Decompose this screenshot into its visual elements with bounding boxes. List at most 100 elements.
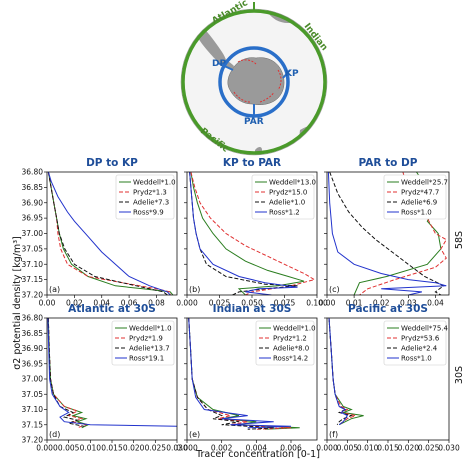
polar-map: Atlantic Indian Pacific DP KP PAR bbox=[180, 0, 329, 156]
y-tick-label: 36.90 bbox=[22, 198, 44, 207]
legend-entry: Ross*19.1 bbox=[129, 355, 164, 363]
x-tick-label: 0.025 bbox=[145, 444, 167, 453]
panels: DP to KP 36.80 36.85 36.90 36.95 37.00 37.05 37… bbox=[22, 157, 460, 453]
y-tick-label: 36.95 bbox=[22, 359, 44, 368]
series-line-prydz bbox=[47, 172, 171, 295]
series-line-ross bbox=[47, 318, 177, 427]
x-tick-label: 0.075 bbox=[274, 299, 296, 308]
y-tick-label: 36.95 bbox=[22, 214, 44, 223]
panel-frame bbox=[186, 171, 318, 296]
y-tick-label: 37.00 bbox=[22, 375, 44, 384]
panel-letter: (d) bbox=[49, 430, 60, 439]
x-tick-label: 0.02 bbox=[373, 299, 390, 308]
panel-frame bbox=[326, 317, 450, 441]
y-tick-label: 37.20 bbox=[22, 291, 44, 300]
legend-entry: Prydz*1.9 bbox=[129, 335, 163, 343]
y-axis-label: σ2 potential density [kg/m³] bbox=[12, 236, 23, 369]
legend-entry: Adelie*7.3 bbox=[133, 199, 169, 207]
panel-title: KP to PAR bbox=[223, 157, 281, 169]
panel-3: Atlantic at 30S 36.80 36.85 36.90 36.95 37.00… bbox=[22, 303, 188, 453]
legend: Weddell*1.0 Prydz*1.2 Adelie*8.0 Ross*14.2 bbox=[255, 320, 316, 366]
panel-4: Indian at 30S 0.000 0.002 0.004 0.006 Weddell… bbox=[176, 303, 318, 453]
panel-0: DP to KP 36.80 36.85 36.90 36.95 37.00 37.05 37… bbox=[22, 157, 178, 308]
row-label-30s: 30S bbox=[454, 366, 465, 384]
panel-2: PAR to DP 0.00 0.01 0.02 0.03 0.04 Weddell*25.… bbox=[319, 157, 450, 308]
y-tick-label: 37.05 bbox=[22, 390, 44, 399]
x-tick-label: 0.020 bbox=[123, 444, 145, 453]
y-tick-label: 36.85 bbox=[22, 183, 44, 192]
map-label-kp: KP bbox=[285, 69, 299, 79]
y-tick-label: 37.00 bbox=[22, 229, 44, 238]
x-tick-label: 0.01 bbox=[346, 299, 363, 308]
x-tick-label: 0.04 bbox=[93, 299, 110, 308]
series-line-weddell bbox=[190, 172, 305, 295]
legend-entry: Weddell*25.7 bbox=[401, 179, 448, 187]
x-tick-label: 0.00 bbox=[319, 299, 336, 308]
panel-letter: (b) bbox=[189, 285, 200, 294]
legend-entry: Prydz*1.2 bbox=[273, 335, 307, 343]
x-tick-label: 0.02 bbox=[66, 299, 83, 308]
x-tick-label: 0.000 bbox=[316, 444, 338, 453]
panel-letter: (e) bbox=[189, 430, 200, 439]
y-tick-label: 37.05 bbox=[22, 244, 44, 253]
series-line-ross bbox=[189, 172, 298, 295]
x-tick-label: 0.004 bbox=[246, 444, 268, 453]
legend-entry: Weddell*75.4 bbox=[401, 325, 449, 333]
series-line-ross bbox=[327, 172, 447, 295]
legend-entry: Adelie*13.7 bbox=[129, 345, 170, 353]
map-label-dp: DP bbox=[212, 59, 226, 69]
legend-entry: Prydz*47.7 bbox=[401, 189, 439, 197]
panel-letter: (a) bbox=[49, 285, 60, 294]
legend-entry: Ross*1.0 bbox=[401, 209, 432, 217]
x-tick-label: 0.015 bbox=[377, 444, 399, 453]
legend-entry: Prydz*53.6 bbox=[401, 335, 440, 343]
legend-box bbox=[255, 320, 315, 366]
legend-entry: Adelie*8.0 bbox=[273, 345, 309, 353]
legend-entry: Prydz*15.0 bbox=[269, 189, 307, 197]
y-tick-label: 36.85 bbox=[22, 329, 44, 338]
x-tick-label: 0.010 bbox=[357, 444, 379, 453]
x-tick-label: 0.00 bbox=[39, 299, 56, 308]
panel-frame bbox=[326, 171, 450, 296]
x-tick-label: 0.005 bbox=[337, 444, 359, 453]
panel-frame bbox=[46, 317, 178, 441]
legend-box bbox=[383, 174, 447, 220]
legend-entry: Ross*1.0 bbox=[401, 355, 432, 363]
series-line-adelie bbox=[47, 318, 84, 427]
panel-title: DP to KP bbox=[86, 157, 138, 169]
y-tick-label: 37.10 bbox=[22, 260, 44, 269]
x-tick-label: 0.025 bbox=[418, 444, 440, 453]
y-tick-label: 37.20 bbox=[22, 436, 44, 445]
x-tick-label: 0.03 bbox=[400, 299, 417, 308]
x-tick-label: 0.020 bbox=[398, 444, 420, 453]
x-tick-label: 0.08 bbox=[148, 299, 165, 308]
series-line-ross bbox=[328, 318, 349, 426]
legend-entry: Weddell*1.0 bbox=[273, 325, 316, 333]
y-tick-label: 37.15 bbox=[22, 420, 44, 429]
legend-entry: Weddell*13.0 bbox=[269, 179, 316, 187]
legend-entry: Adelie*1.0 bbox=[269, 199, 305, 207]
legend-entry: Ross*9.9 bbox=[133, 209, 164, 217]
panel-frame bbox=[186, 317, 318, 441]
x-tick-label: 0.025 bbox=[209, 299, 231, 308]
legend-entry: Ross*1.2 bbox=[269, 209, 300, 217]
panel-title: PAR to DP bbox=[359, 157, 418, 169]
y-tick-label: 36.90 bbox=[22, 344, 44, 353]
panel-frame bbox=[46, 171, 178, 296]
x-tick-label: 0.006 bbox=[280, 444, 302, 453]
legend-entry: Adelie*6.9 bbox=[401, 199, 437, 207]
legend-box bbox=[251, 174, 315, 220]
legend: Weddell*13.0 Prydz*15.0 Adelie*1.0 Ross*1.2 bbox=[251, 174, 316, 220]
legend-box bbox=[383, 320, 447, 366]
x-tick-label: 0.000 bbox=[36, 444, 58, 453]
x-tick-label: 0.04 bbox=[427, 299, 444, 308]
map-kp-line bbox=[282, 69, 291, 79]
x-tick-label: 0.100 bbox=[306, 299, 328, 308]
legend-entry: Prydz*1.3 bbox=[133, 189, 167, 197]
panel-5: Pacific at 30S0.0000.0050.0100.0150.0200… bbox=[316, 303, 460, 453]
x-tick-label: 0.005 bbox=[58, 444, 80, 453]
legend: Weddell*25.7 Prydz*47.7 Adelie*6.9 Ross*1.0 bbox=[383, 174, 448, 220]
map-label-par: PAR bbox=[244, 117, 264, 127]
x-tick-label: 0.000 bbox=[176, 444, 198, 453]
